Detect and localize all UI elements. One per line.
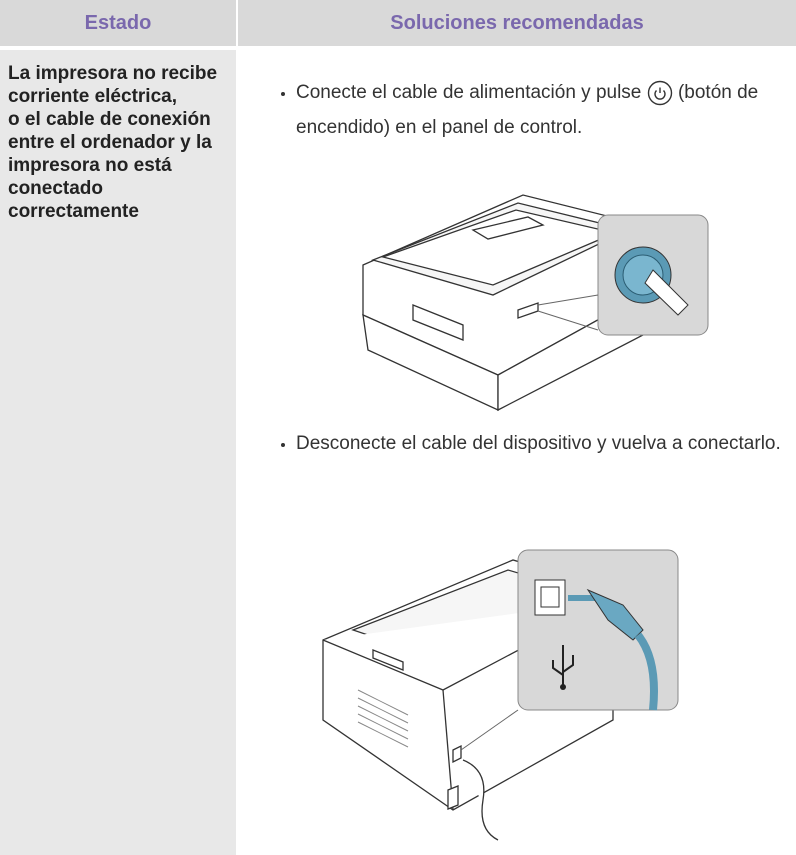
header-cell: Soluciones recomendadas <box>238 0 796 48</box>
printer-power-illustration <box>362 194 709 412</box>
power-icon <box>647 80 672 106</box>
solution-item: Conecte el cable de alimentación y pulse… <box>296 75 786 145</box>
status-line: o el cable de conexión entre el ordenado… <box>8 109 212 222</box>
header-text: Estado <box>84 11 152 34</box>
solution-text: Conecte el cable de alimentación y pulse <box>296 82 642 103</box>
solution-item: Desconecte el cable del dispositivo y vu… <box>296 426 786 461</box>
printer-cable-illustration <box>322 549 679 841</box>
status-cell <box>0 50 236 855</box>
status-line: La impresora no recibe corriente eléctri… <box>8 63 218 107</box>
status-text: La impresora no recibe corriente eléctri… <box>8 62 230 223</box>
solutions-cell: Conecte el cable de alimentación y pulse… <box>238 50 796 855</box>
header-text: Soluciones recomendadas <box>390 11 644 34</box>
solution-text: Desconecte el cable del dispositivo y vu… <box>296 433 781 454</box>
header-cell: Estado <box>0 0 236 48</box>
solution-text: (botón de encendido) en el panel de cont… <box>296 82 759 138</box>
